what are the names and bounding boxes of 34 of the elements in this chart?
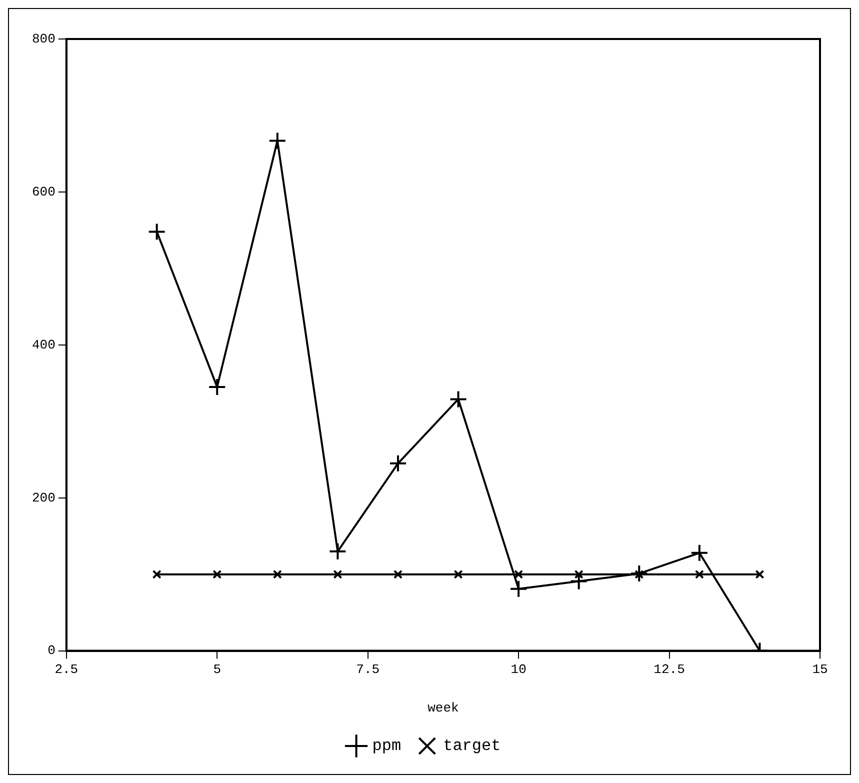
point (630, 564, 648, 583)
point (208, 378, 226, 396)
y-tick-label: 0 (48, 643, 56, 658)
point (388, 454, 407, 472)
legend-label: target (443, 737, 501, 756)
point (514, 570, 524, 579)
y-tick-label: 400 (32, 337, 56, 352)
x-tick-label: 5 (213, 662, 222, 678)
point (694, 570, 704, 579)
point (148, 222, 166, 241)
y-tick-label: 800 (32, 31, 56, 46)
x-tick-label: 15 (812, 662, 828, 678)
y-tick-label: 200 (32, 490, 56, 506)
point (755, 570, 764, 579)
point (634, 570, 644, 579)
legend-label: ppm (372, 737, 402, 756)
point (328, 542, 347, 560)
point (152, 570, 162, 579)
point (574, 570, 584, 579)
x-tick-label: 2.5 (54, 662, 78, 678)
point (268, 132, 286, 150)
point (690, 544, 708, 562)
x-tick-label: 12.5 (654, 662, 685, 678)
point (272, 570, 282, 579)
point (510, 580, 528, 598)
point (449, 390, 468, 408)
x-tick-label: 10 (510, 662, 526, 678)
point (333, 570, 342, 579)
point (393, 570, 403, 579)
point (454, 570, 463, 579)
point (212, 570, 222, 579)
y-tick-label: 600 (32, 184, 56, 200)
x-tick-label: 7.5 (356, 662, 380, 678)
x-axis-title: week (428, 700, 459, 716)
